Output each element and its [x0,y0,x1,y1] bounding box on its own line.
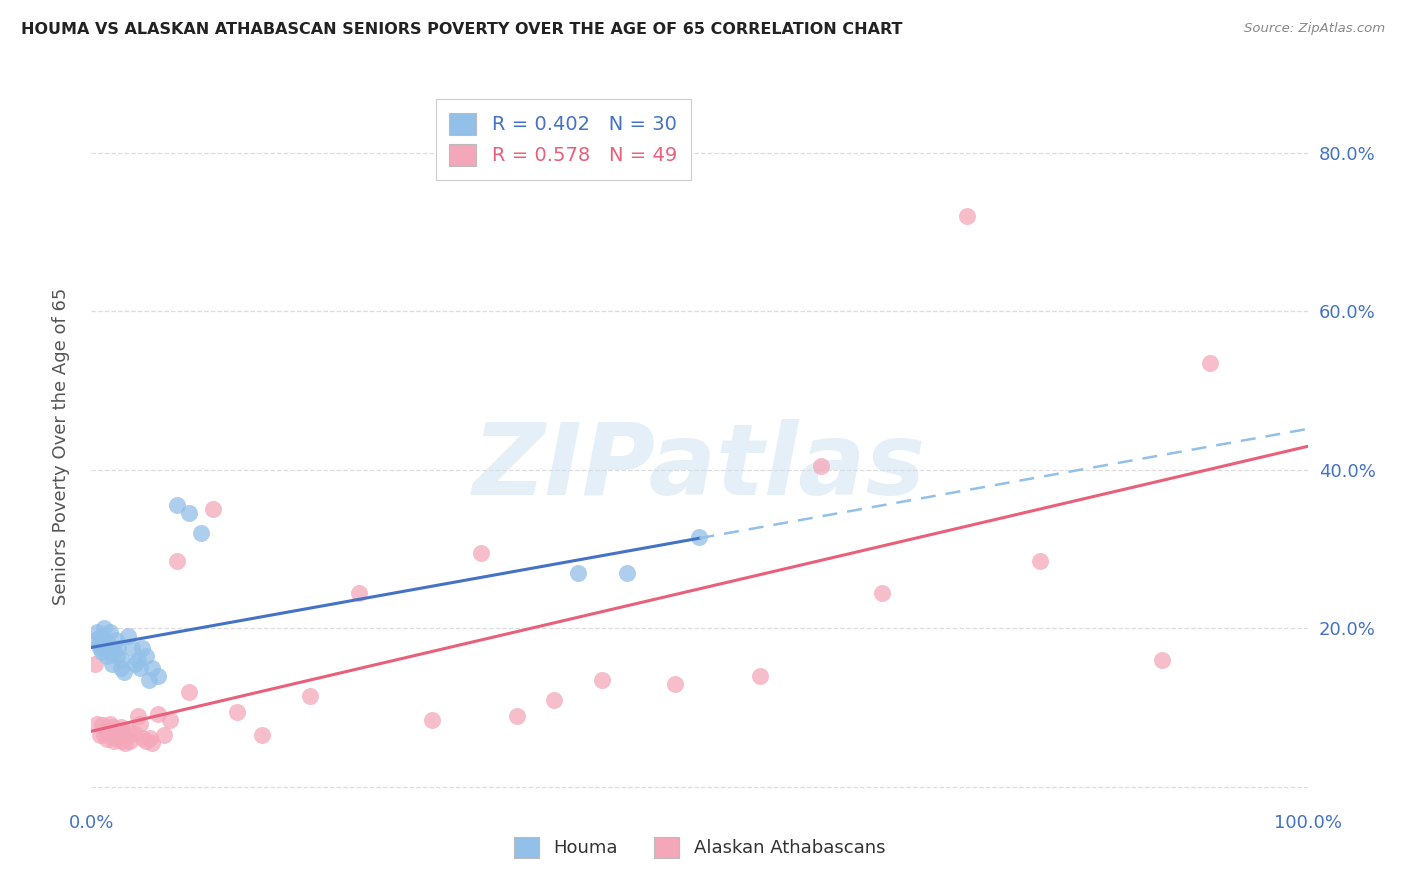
Point [148,706,170,721]
Text: Source: ZipAtlas.com: Source: ZipAtlas.com [1244,22,1385,36]
Point [810,458,832,473]
Point [148,669,170,683]
Point [86,716,108,731]
Point [127,653,149,667]
Point [117,629,139,643]
Point [567,566,589,580]
Point [299,689,322,703]
Point [93,621,115,635]
Point [749,669,772,683]
Point [688,530,710,544]
Point [190,526,212,541]
Point [543,692,565,706]
Point [103,641,125,656]
Y-axis label: Seniors Poverty Over the Age of 65: Seniors Poverty Over the Age of 65 [52,287,70,605]
Point [100,645,122,659]
Point [506,708,529,723]
Point [616,566,638,580]
Point [250,728,273,742]
Point [110,661,132,675]
Point [1199,356,1222,370]
Point [420,713,443,727]
Point [131,641,153,656]
Point [120,734,142,748]
Point [98,716,121,731]
Point [124,657,146,671]
Point [84,633,107,648]
Point [94,723,117,737]
Point [110,721,132,735]
Point [94,633,117,648]
Point [89,641,111,656]
Point [226,705,249,719]
Point [111,734,134,748]
Point [104,633,127,648]
Point [129,716,152,731]
Point [96,732,118,747]
Point [135,649,157,664]
Point [105,724,128,739]
Point [1029,554,1052,568]
Point [141,736,163,750]
Point [105,649,128,664]
Point [139,731,162,745]
Point [202,502,225,516]
Point [870,585,893,599]
Point [177,507,200,521]
Point [131,731,153,745]
Point [107,641,129,656]
Point [101,657,124,671]
Point [153,728,176,742]
Point [347,585,370,599]
Point [591,673,613,687]
Point [121,641,143,656]
Point [117,724,139,739]
Point [86,625,108,640]
Point [112,665,135,679]
Point [129,661,152,675]
Point [122,726,145,740]
Point [103,721,125,735]
Point [135,734,157,748]
Point [100,728,122,742]
Point [112,726,135,740]
Point [91,645,114,659]
Point [114,736,136,750]
Point [90,629,112,643]
Point [89,728,111,742]
Point [138,673,160,687]
Legend: Houma, Alaskan Athabascans: Houma, Alaskan Athabascans [506,830,893,865]
Text: HOUMA VS ALASKAN ATHABASCAN SENIORS POVERTY OVER THE AGE OF 65 CORRELATION CHART: HOUMA VS ALASKAN ATHABASCAN SENIORS POVE… [21,22,903,37]
Point [98,625,121,640]
Point [159,713,181,727]
Point [93,728,115,742]
Text: ZIPatlas: ZIPatlas [472,419,927,516]
Point [96,649,118,664]
Point [166,499,188,513]
Point [956,209,979,223]
Point [87,637,110,651]
Point [103,734,125,748]
Point [1150,653,1173,667]
Point [91,718,114,732]
Point [664,677,686,691]
Point [94,641,117,656]
Point [127,708,149,723]
Point [166,554,188,568]
Point [107,732,129,747]
Point [84,657,107,671]
Point [470,546,492,560]
Point [177,685,200,699]
Point [141,661,163,675]
Point [111,653,134,667]
